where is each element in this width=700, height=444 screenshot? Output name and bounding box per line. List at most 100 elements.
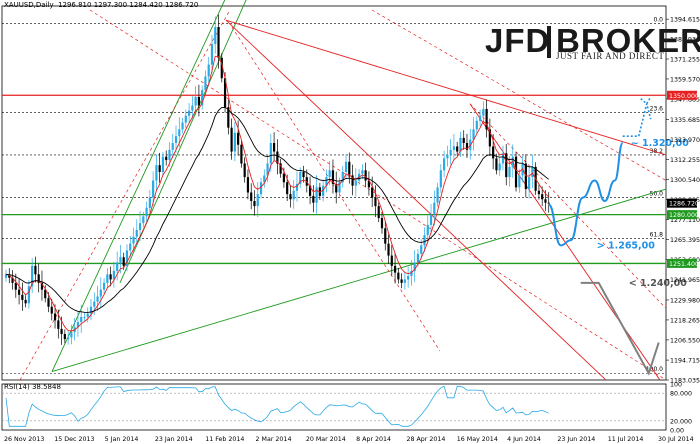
candle-body-71 (237, 132, 240, 145)
candle-body-17 (60, 328, 63, 335)
candle-body-135 (446, 154, 449, 159)
candle-body-121 (400, 279, 403, 283)
y-tick-label-13: 1241.965 (670, 277, 700, 284)
x-tick-label-3: 23 Jan 2014 (155, 436, 193, 443)
candle-body-33 (112, 270, 115, 280)
x-tick-label-8: 28 Apr 2014 (406, 436, 445, 443)
candle-body-112 (371, 187, 374, 198)
ema-slow-line (5, 106, 549, 313)
rsi-tick-label-3: 0.00 (670, 428, 684, 435)
candle-body-10 (37, 274, 40, 283)
y-tick-label-8: 1300.540 (670, 177, 700, 184)
red-resistance-trendline (225, 19, 667, 156)
candle-body-16 (57, 320, 60, 329)
candle-body-47 (158, 165, 161, 173)
candle-body-45 (152, 180, 155, 198)
candle-body-124 (410, 270, 413, 277)
rsi-tick-label-2: 20.000 (670, 418, 692, 425)
candle-body-79 (263, 175, 266, 183)
candle-body-19 (67, 337, 70, 340)
candle-body-70 (233, 132, 236, 152)
candle-body-150 (495, 158, 498, 171)
candle-body-6 (24, 299, 27, 304)
y-tick-label-4: 1347.885 (670, 96, 700, 103)
candle-body-163 (537, 190, 541, 195)
candle-body-4 (17, 289, 21, 295)
candle-body-93 (308, 185, 312, 196)
candle-body-26 (89, 306, 93, 314)
candle-body-13 (47, 298, 50, 307)
ema-fast-line (5, 55, 550, 332)
candle-body-166 (547, 202, 550, 204)
candle-body-120 (397, 272, 400, 280)
candle-body-54 (181, 122, 184, 130)
candle-body-69 (230, 127, 233, 152)
candle-body-25 (86, 313, 89, 317)
candle-body-74 (246, 177, 250, 193)
candle-body-115 (380, 218, 384, 229)
candle-body-48 (161, 156, 165, 173)
candle-body-44 (148, 197, 151, 208)
candle-body-147 (485, 108, 488, 130)
candle-body-80 (266, 163, 269, 176)
candle-body-145 (478, 115, 482, 121)
price-box-2 (667, 210, 697, 220)
candle-body-84 (279, 163, 282, 174)
candle-body-87 (289, 194, 292, 200)
price-box-label-1: 1286.720 (669, 201, 699, 208)
y-tick-label-7: 1312.255 (670, 157, 700, 164)
candle-body-76 (253, 200, 256, 207)
candle-body-99 (328, 170, 331, 178)
candle-body-78 (259, 182, 263, 195)
candle-body-60 (201, 90, 204, 106)
rsi-tick-label-1: 80.000 (670, 391, 692, 398)
x-tick-label-5: 2 Mar 2014 (256, 436, 292, 443)
candle-body-35 (119, 257, 122, 263)
green-support-trendline (51, 188, 667, 372)
candle-body-118 (390, 255, 393, 266)
x-tick-label-10: 4 Jun 2014 (507, 436, 541, 443)
candle-body-49 (165, 156, 168, 161)
rsi-line (5, 385, 549, 427)
candle-body-2 (11, 277, 14, 283)
candle-body-61 (204, 76, 207, 91)
candle-body-105 (348, 161, 351, 176)
candle-body-111 (367, 180, 371, 188)
x-tick-label-0: 26 Nov 2013 (4, 436, 44, 443)
fib-label-2: 38.2 (650, 148, 664, 155)
price-panel-frame (1, 5, 667, 381)
candle-body-40 (135, 229, 138, 237)
candle-body-140 (462, 137, 465, 144)
y-tick-label-6: 1323.970 (670, 137, 700, 144)
candle-body-88 (292, 190, 295, 200)
candle-body-109 (361, 170, 364, 174)
candle-body-127 (420, 245, 423, 254)
candle-body-75 (250, 192, 253, 201)
fib-label-4: 61.8 (650, 232, 664, 239)
price-box-label-2: 1280.000 (669, 212, 699, 219)
candle-body-72 (240, 144, 243, 164)
candle-body-95 (315, 187, 318, 203)
candle-body-152 (501, 153, 505, 164)
candle-body-77 (256, 194, 259, 207)
candle-body-58 (194, 96, 197, 106)
red-channel-lower (469, 103, 661, 381)
y-tick-label-0: 1394.615 (670, 17, 700, 24)
candle-body-15 (53, 313, 57, 321)
logo-divider (547, 26, 551, 58)
candle-body-8 (31, 265, 34, 287)
candle-body-64 (214, 27, 217, 45)
candle-body-161 (531, 166, 534, 178)
red-dotted-fan-4 (371, 9, 667, 181)
candle-body-104 (344, 161, 348, 173)
candle-body-101 (335, 183, 338, 193)
candle-body-130 (429, 214, 433, 225)
candle-body-85 (282, 173, 286, 183)
candle-body-11 (40, 282, 44, 290)
candle-body-102 (338, 182, 341, 193)
logo-name: BROKERS (556, 22, 700, 59)
x-tick-label-12: 11 Jul 2014 (608, 436, 644, 443)
bullish-extension-arrow (640, 96, 652, 106)
